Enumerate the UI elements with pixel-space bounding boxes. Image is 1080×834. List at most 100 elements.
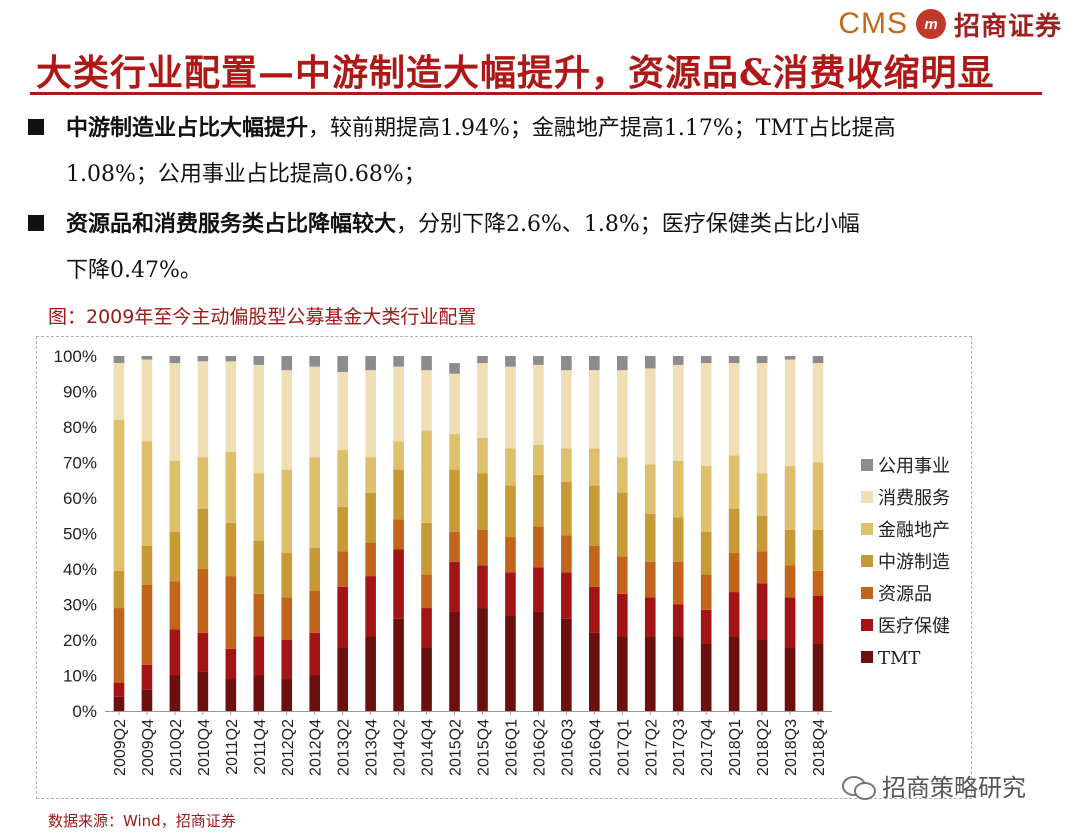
bar-segment (728, 592, 740, 637)
bar-segment (281, 640, 293, 680)
bar-segment (365, 636, 376, 711)
bar-segment (672, 356, 684, 365)
bar-segment (337, 371, 348, 451)
bar-segment (561, 448, 572, 483)
x-tick-label: 2015Q4 (475, 719, 492, 776)
bar-segment (113, 363, 125, 420)
logo-chinese-text: 招商证券 (953, 11, 1062, 42)
bar-segment (784, 359, 796, 467)
brand-logo: CMS m 招商证券 (838, 6, 1062, 42)
bar-segment (197, 569, 209, 633)
bar-segment (309, 675, 321, 711)
bar-segment (113, 608, 125, 683)
x-tick-label: 2016Q4 (587, 719, 604, 776)
bar-segment (225, 576, 237, 649)
bar-segment (449, 434, 460, 470)
bar-segment (225, 356, 237, 362)
bar-segment (337, 450, 348, 507)
bar-segment (700, 574, 712, 610)
bar-segment (169, 675, 181, 711)
bar-segment (505, 485, 516, 538)
bar-segment (449, 373, 460, 435)
x-tick-label: 2018Q4 (811, 719, 828, 776)
bar-segment (589, 485, 600, 546)
bar-segment (169, 356, 181, 364)
bar-segment (533, 611, 544, 711)
bar-segment (561, 572, 572, 619)
y-tick-label: 10% (63, 667, 97, 686)
bar-segment (393, 356, 404, 367)
x-tick-label: 2011Q2 (224, 719, 241, 775)
bar-segment (672, 364, 684, 461)
bar-segment (812, 595, 824, 644)
bar-segment (700, 363, 712, 467)
bar-segment (477, 608, 488, 711)
page-title: 大类行业配置—中游制造大幅提升，资源品&消费收缩明显 (36, 52, 995, 94)
bar-segment (589, 586, 600, 633)
bar-segment (756, 356, 768, 364)
bar-segment (561, 618, 572, 711)
bar-segment (253, 593, 265, 637)
bar-segment (477, 356, 488, 364)
logo-mark-icon: m (915, 9, 946, 39)
bar-segment (616, 457, 628, 493)
bar-segment (784, 647, 796, 711)
bar-segment (309, 356, 321, 367)
bar-segment (337, 506, 348, 552)
bar-segment (505, 356, 516, 367)
bar-segment (644, 368, 656, 465)
x-tick-label: 2018Q2 (755, 719, 772, 776)
bar-segment (644, 356, 656, 369)
bullet-1-text: ，较前期提高1.94%；金融地产提高1.17%；TMT占比提高 (308, 116, 896, 141)
bar-segment (449, 561, 460, 612)
bar-segment (449, 469, 460, 532)
bar-segment (812, 643, 824, 711)
bar-segment (505, 572, 516, 616)
y-tick-label: 70% (63, 454, 97, 473)
bar-segment (589, 545, 600, 587)
bar-segment (253, 636, 265, 676)
legend-swatch (861, 619, 873, 631)
bar-segment (169, 363, 181, 461)
bar-segment (784, 356, 796, 360)
legend-label: 资源品 (878, 584, 932, 605)
bar-segment (728, 363, 740, 456)
bar-segment (533, 567, 544, 612)
bar-segment (309, 547, 321, 591)
bar-segment (700, 643, 712, 711)
bar-segment (393, 441, 404, 470)
bar-segment (281, 679, 293, 711)
bar-segment (477, 565, 488, 609)
bullet-2-line-1: 资源品和消费服务类占比降幅较大，分别下降2.6%、1.8%；医疗保健类占比小幅 (66, 202, 860, 248)
bar-segment (616, 636, 628, 711)
bar-segment (169, 531, 181, 582)
bar-segment (756, 583, 768, 640)
bar-segment (477, 473, 488, 530)
bar-segment (393, 519, 404, 550)
bar-segment (169, 460, 181, 532)
bar-segment (812, 462, 824, 530)
bullet-2-line-2: 下降0.47%。 (66, 258, 202, 283)
bar-segment (309, 590, 321, 633)
x-tick-label: 2013Q2 (336, 719, 353, 776)
x-tick-label: 2017Q4 (699, 719, 716, 776)
y-tick-label: 60% (63, 489, 97, 508)
bar-segment (253, 473, 265, 541)
legend-label: 消费服务 (878, 488, 950, 509)
x-tick-label: 2014Q4 (420, 719, 437, 776)
bar-segment (197, 361, 209, 458)
bar-segment (561, 370, 572, 449)
bar-segment (421, 370, 432, 431)
bar-segment (253, 364, 265, 474)
bar-segment (728, 508, 740, 554)
bar-segment (784, 529, 796, 566)
bar-segment (756, 363, 768, 474)
bar-segment (449, 611, 460, 711)
bar-segment (477, 437, 488, 474)
x-tick-label: 2018Q3 (783, 719, 800, 776)
chart-frame: 0% 10% 20% 30% 40% 50% 60% 70% 80% 90% 100% 2009Q2 2… (36, 336, 972, 799)
bar-segment (393, 469, 404, 520)
bar-segment (113, 570, 125, 609)
bar-segment (169, 629, 181, 676)
bar-segment (141, 664, 153, 690)
